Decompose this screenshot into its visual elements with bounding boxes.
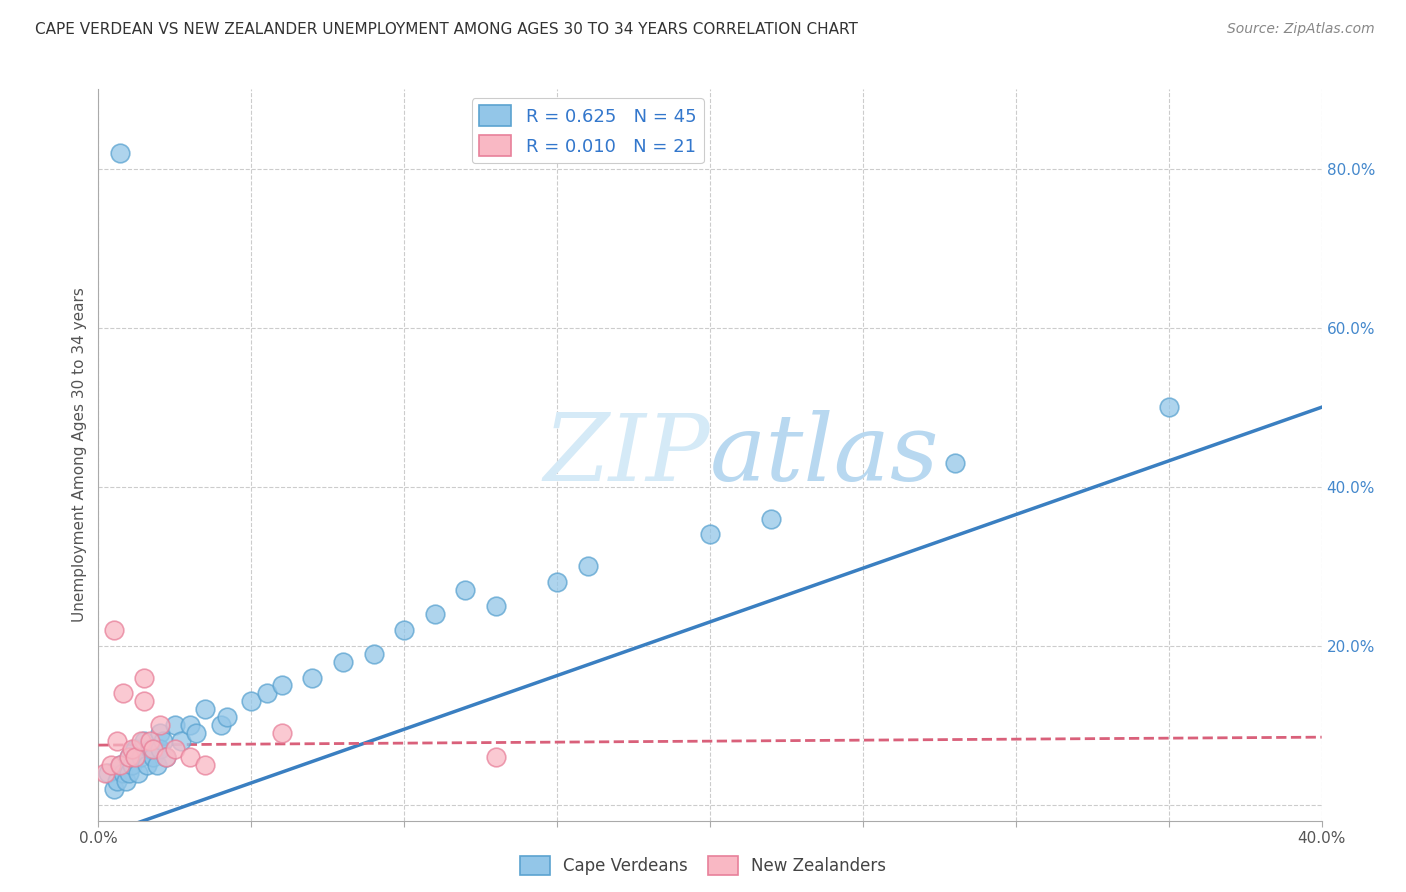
Point (392, 623, 416, 637)
Point (1157, 401, 1180, 415)
Point (149, 718, 172, 732)
Point (103, 623, 125, 637)
Point (121, 742, 143, 756)
Point (134, 671, 156, 685)
Point (127, 766, 149, 780)
Point (301, 671, 323, 685)
Point (152, 734, 174, 748)
Text: Source: ZipAtlas.com: Source: ZipAtlas.com (1227, 22, 1375, 37)
Legend: Cape Verdeans, New Zealanders: Cape Verdeans, New Zealanders (513, 849, 893, 882)
Point (149, 742, 172, 756)
Point (215, 710, 238, 724)
Legend: R = 0.625   N = 45, R = 0.010   N = 21: R = 0.625 N = 45, R = 0.010 N = 21 (471, 98, 704, 163)
Point (108, 145, 131, 160)
Point (179, 750, 201, 764)
Point (118, 750, 141, 764)
Point (97, 766, 120, 780)
Point (129, 734, 152, 748)
Point (256, 686, 278, 700)
Point (108, 758, 131, 772)
Point (115, 773, 138, 788)
Point (546, 575, 568, 590)
Point (363, 647, 385, 661)
Point (759, 511, 782, 525)
Y-axis label: Unemployment Among Ages 30 to 34 years: Unemployment Among Ages 30 to 34 years (72, 287, 87, 623)
Point (142, 742, 165, 756)
Point (155, 750, 177, 764)
Point (194, 758, 217, 772)
Text: atlas: atlas (710, 410, 939, 500)
Point (139, 734, 162, 748)
Point (121, 758, 143, 772)
Point (118, 766, 141, 780)
Point (170, 734, 193, 748)
Text: ZIP: ZIP (543, 410, 710, 500)
Point (100, 758, 122, 772)
Text: CAPE VERDEAN VS NEW ZEALANDER UNEMPLOYMENT AMONG AGES 30 TO 34 YEARS CORRELATION: CAPE VERDEAN VS NEW ZEALANDER UNEMPLOYME… (35, 22, 858, 37)
Point (943, 456, 966, 470)
Point (423, 607, 446, 621)
Point (454, 583, 477, 598)
Point (145, 758, 167, 772)
Point (108, 758, 131, 772)
Point (124, 750, 146, 764)
Point (129, 750, 152, 764)
Point (485, 599, 508, 613)
Point (179, 718, 201, 732)
Point (270, 726, 292, 740)
Point (485, 750, 508, 764)
Point (163, 742, 186, 756)
Point (699, 527, 721, 541)
Point (105, 773, 128, 788)
Point (134, 734, 156, 748)
Point (136, 758, 159, 772)
Point (576, 559, 599, 574)
Point (270, 678, 292, 692)
Point (209, 718, 232, 732)
Point (103, 781, 125, 796)
Point (111, 686, 134, 700)
Point (163, 718, 186, 732)
Point (194, 702, 217, 716)
Point (142, 750, 165, 764)
Point (105, 734, 128, 748)
Point (155, 750, 177, 764)
Point (240, 694, 263, 708)
Point (118, 750, 141, 764)
Point (93, 766, 115, 780)
Point (332, 655, 354, 669)
Point (111, 766, 134, 780)
Point (134, 694, 156, 708)
Point (124, 742, 146, 756)
Point (149, 726, 172, 740)
Point (139, 742, 162, 756)
Point (186, 726, 208, 740)
